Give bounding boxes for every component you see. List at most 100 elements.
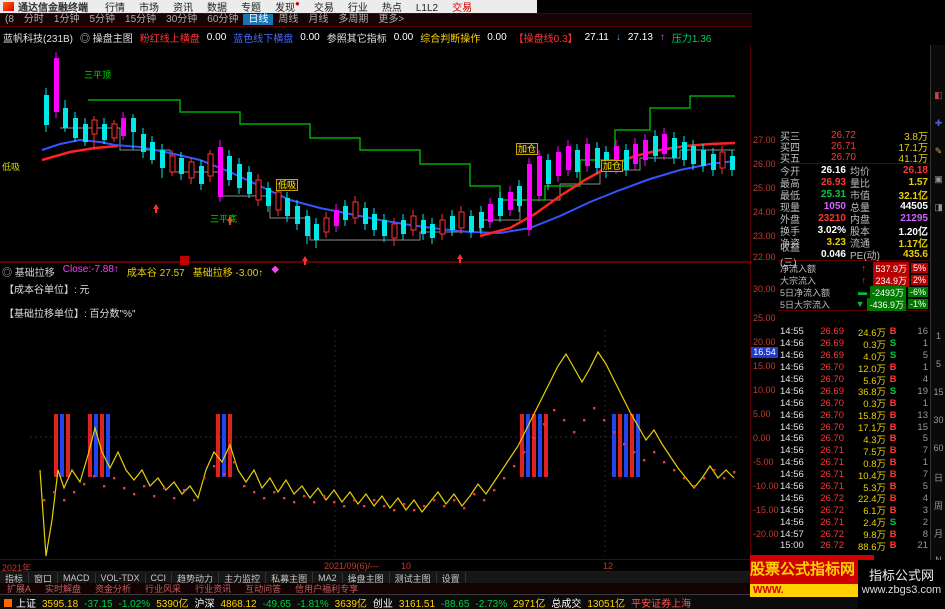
period-15分钟[interactable]: 15分钟 <box>125 14 157 25</box>
tick-row[interactable]: 14:56 26.71 10.4万 B 7 <box>778 469 930 482</box>
menu-item-发现[interactable]: 发现● <box>275 0 300 14</box>
tick-row[interactable]: 14:56 26.72 22.4万 B 4 <box>778 492 930 506</box>
tick-price: 26.70 <box>820 433 844 445</box>
tab-信用户福利专享[interactable]: 信用户福利专享 <box>295 584 359 594</box>
strip-period-月[interactable]: 月 <box>933 529 943 539</box>
menu-item-数据[interactable]: 数据 <box>207 3 227 14</box>
period-30分钟[interactable]: 30分钟 <box>166 14 198 25</box>
tick-row[interactable]: 14:56 26.71 5.3万 B 5 <box>778 481 930 494</box>
candle-body <box>218 147 223 197</box>
period-多周期[interactable]: 多周期 <box>338 14 369 25</box>
menu-item-交易[interactable]: 交易 <box>313 3 334 14</box>
tab-私募主图[interactable]: 私募主图 <box>266 572 314 584</box>
tick-row[interactable]: 14:56 26.69 4.0万 S 5 <box>778 350 930 363</box>
strip-icon-4[interactable]: ◨ <box>934 202 943 212</box>
strip-period-日[interactable]: 日 <box>933 473 943 483</box>
main-chart[interactable] <box>0 45 752 560</box>
tick-direction: B <box>889 469 897 481</box>
tab-资金分析[interactable]: 资金分析 <box>95 584 132 594</box>
tab-操盘主图[interactable]: 操盘主图 <box>343 572 390 584</box>
bid-row[interactable]: 买五 26.70 41.1万 <box>778 152 930 165</box>
watermark-banner: 股票公式指标网 WWW. <box>750 555 874 597</box>
tab-MA2[interactable]: MA2 <box>313 573 343 583</box>
menu-item-行业[interactable]: 行业 <box>347 3 368 14</box>
tab-扩展A[interactable]: 扩展A <box>7 584 32 594</box>
tick-row[interactable]: 14:56 26.71 2.4万 S 2 <box>778 516 930 530</box>
axis-tick: 23.00 <box>753 231 776 241</box>
indicator-dot <box>103 485 106 488</box>
tab-指标[interactable]: 指标 <box>0 572 30 584</box>
strip-icon-2[interactable]: ✎ <box>934 146 943 156</box>
strip-icon-3[interactable]: ▣ <box>934 174 943 184</box>
tab-趋势动力[interactable]: 趋势动力 <box>172 572 220 584</box>
indicator-dot <box>403 503 406 506</box>
tick-row[interactable]: 14:56 26.69 0.3万 S 1 <box>778 338 930 351</box>
tick-row[interactable]: 14:56 26.71 0.8万 B 1 <box>778 457 930 470</box>
period-60分钟[interactable]: 60分钟 <box>207 14 239 25</box>
tab-CCI[interactable]: CCI <box>146 573 173 583</box>
new-dot-icon: ● <box>295 0 300 8</box>
menu-item-专题[interactable]: 专题 <box>241 3 261 14</box>
strip-period-60[interactable]: 60 <box>933 443 944 453</box>
tab-设置[interactable]: 设置 <box>437 572 466 584</box>
indicator-dot <box>253 491 256 494</box>
candle-body <box>662 134 667 154</box>
bid-row[interactable]: 买三 26.72 3.8万 <box>778 130 930 143</box>
tick-row[interactable]: 14:56 26.71 7.5万 B 7 <box>778 445 930 458</box>
menu-item-市场[interactable]: 市场 <box>139 3 159 14</box>
header-segment: ↑ <box>659 31 665 43</box>
tick-row[interactable]: 14:56 26.70 0.3万 B 1 <box>778 397 930 411</box>
menu-item-热点[interactable]: 热点 <box>381 3 402 14</box>
bid-row[interactable]: 买四 26.71 17.1万 <box>778 141 930 154</box>
indicator-dot <box>543 423 546 426</box>
tab-行业资讯[interactable]: 行业资讯 <box>195 584 232 594</box>
period-5分钟[interactable]: 5分钟 <box>89 14 116 25</box>
menu-item-资讯[interactable]: 资讯 <box>173 3 193 14</box>
strip-period-5[interactable]: 5 <box>935 359 941 369</box>
tick-row[interactable]: 14:56 26.70 12.0万 B 1 <box>778 362 930 375</box>
tab-行业风采[interactable]: 行业风采 <box>145 584 182 594</box>
strip-icon-0[interactable]: ◧ <box>934 90 943 100</box>
tick-row[interactable]: 14:55 26.69 24.6万 B 16 <box>778 326 930 339</box>
period-日线[interactable]: 日线 <box>243 14 274 25</box>
time-axis-label: 2021年 <box>2 563 32 573</box>
axis-tick: -15.00 <box>753 505 779 515</box>
strip-icon-1[interactable]: ✚ <box>934 118 943 128</box>
candle-body <box>566 146 571 170</box>
period-更多>[interactable]: 更多> <box>378 14 405 25</box>
chart-annotation: 加仓 <box>601 160 624 172</box>
tab-主力监控[interactable]: 主力监控 <box>219 572 267 584</box>
tick-row[interactable]: 14:56 26.70 15.8万 B 13 <box>778 409 930 423</box>
tab-窗口[interactable]: 窗口 <box>29 572 59 584</box>
tab-MACD[interactable]: MACD <box>58 573 96 583</box>
period-月线[interactable]: 月线 <box>308 14 329 25</box>
period-分时[interactable]: 分时 <box>23 14 44 25</box>
menu-item-行情[interactable]: 行情 <box>105 3 125 14</box>
tick-row[interactable]: 14:56 26.72 6.1万 B 3 <box>778 504 930 518</box>
header-segment: 【操盘线0.3】 <box>513 33 578 45</box>
tick-time: 14:56 <box>780 504 804 516</box>
tick-row[interactable]: 14:56 26.69 36.8万 S 19 <box>778 385 930 399</box>
period-1分钟[interactable]: 1分钟 <box>53 14 80 25</box>
tick-count: 3 <box>922 504 928 516</box>
menu-item-L1L2[interactable]: L1L2 <box>415 3 439 14</box>
strip-period-周[interactable]: 周 <box>933 501 943 511</box>
tick-row[interactable]: 14:56 26.70 4.3万 B 5 <box>778 433 930 446</box>
axis-tick: 15.00 <box>753 361 776 371</box>
strip-period-15[interactable]: 15 <box>933 387 944 397</box>
tick-time: 14:55 <box>780 326 804 338</box>
period-周线[interactable]: 周线 <box>278 14 299 25</box>
tab-实时解盘[interactable]: 实时解盘 <box>45 584 82 594</box>
tick-count: 1 <box>922 362 928 374</box>
tick-row[interactable]: 14:56 26.70 17.1万 B 15 <box>778 421 930 435</box>
candle-body <box>421 220 426 234</box>
strip-period-1[interactable]: 1 <box>935 331 941 341</box>
tab-测试主图[interactable]: 测试主图 <box>390 572 437 584</box>
tab-VOL-TDX[interactable]: VOL-TDX <box>96 573 146 583</box>
strip-period-30[interactable]: 30 <box>933 415 944 425</box>
tick-row[interactable]: 15:00 26.72 88.6万 B 21 <box>778 540 930 553</box>
menu-item-trade[interactable]: 交易 <box>452 3 473 14</box>
tab-互动问答[interactable]: 互动问答 <box>245 584 282 594</box>
tick-row[interactable]: 14:56 26.70 5.6万 B 4 <box>778 374 930 387</box>
tick-row[interactable]: 14:57 26.72 9.8万 B 8 <box>778 528 930 542</box>
